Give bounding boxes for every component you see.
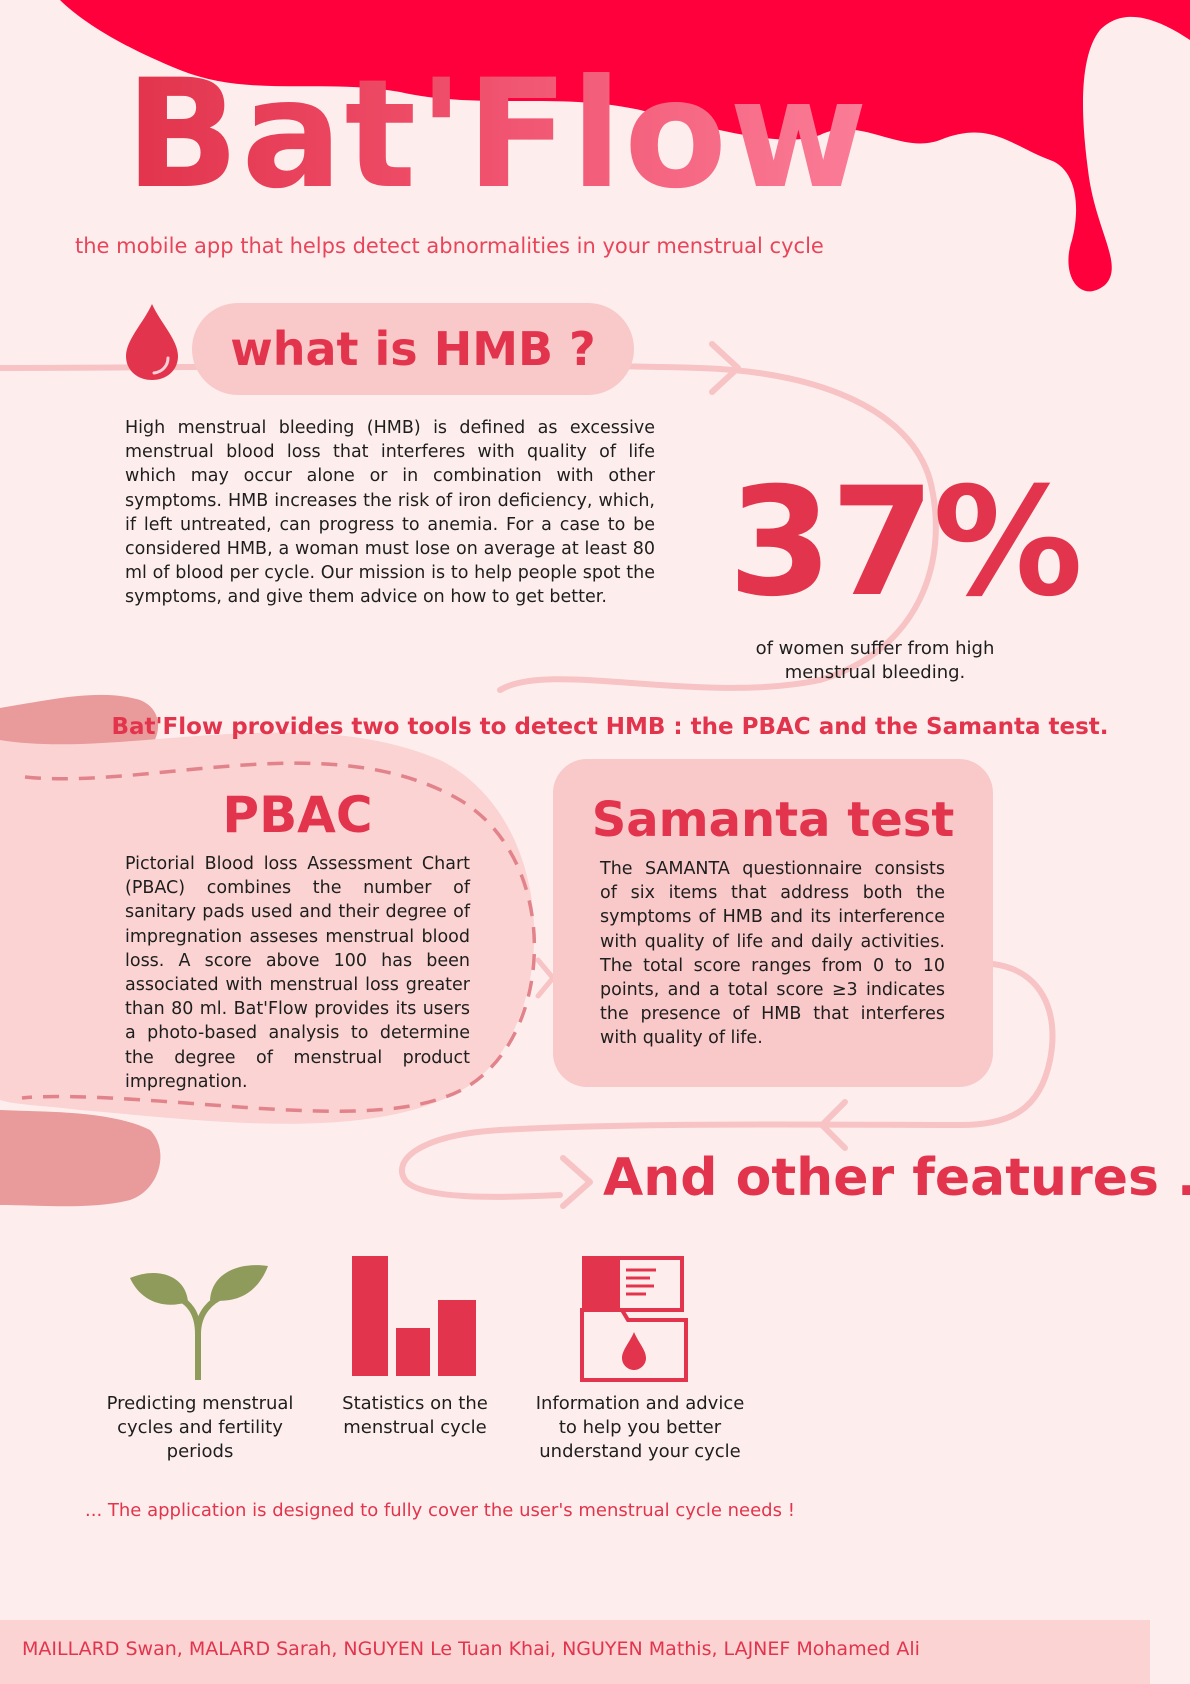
pbac-dashed-outline — [21, 761, 537, 1113]
blood-drop-icon — [126, 304, 178, 380]
flow-arrow-pbac — [535, 957, 556, 999]
feature-label-prediction: Predicting menstrual cycles and fertilit… — [106, 1393, 294, 1462]
bar-chart-icon — [352, 1256, 476, 1376]
document-drop-icon — [580, 1256, 688, 1382]
app-subtitle: the mobile app that helps detect abnorma… — [75, 234, 824, 258]
app-title: Bat'Flow — [125, 48, 870, 222]
samanta-description: The SAMANTA questionnaire consists of si… — [600, 859, 945, 1049]
features-title: And other features ... — [603, 1148, 1190, 1208]
feature-label-information: Information and advice to help you bette… — [535, 1393, 745, 1462]
pbac-description: Pictorial Blood loss Assessment Chart (P… — [125, 854, 470, 1092]
flow-line-middle — [398, 961, 1056, 1200]
samanta-card — [553, 759, 993, 1087]
sprout-icon — [130, 1265, 268, 1380]
feature-label-statistics: Statistics on the menstrual cycle — [342, 1393, 488, 1438]
footer-band — [0, 1620, 1150, 1684]
hmb-title-pill — [192, 303, 634, 395]
flow-arrow-middle — [819, 1099, 848, 1151]
hmb-description: High menstrual bleeding (HMB) is defined… — [125, 418, 655, 608]
blood-drip-shape — [60, 0, 1190, 292]
closing-statement: ... The application is designed to fully… — [85, 1500, 795, 1521]
left-blob-bottom — [0, 1110, 161, 1207]
flow-arrow-top — [709, 341, 741, 395]
pbac-title: PBAC — [222, 786, 373, 844]
footer-authors: MAILLARD Swan, MALARD Sarah, NGUYEN Le T… — [22, 1638, 920, 1660]
stat-caption: of women suffer from high menstrual blee… — [755, 638, 995, 683]
flow-arrow-bottom — [560, 1155, 593, 1209]
stat-value: 37% — [728, 456, 1083, 630]
samanta-title: Samanta test — [591, 792, 955, 848]
hmb-section-title: what is HMB ? — [230, 322, 596, 376]
tools-intro: Bat'Flow provides two tools to detect HM… — [111, 714, 1109, 740]
pbac-blob — [0, 732, 535, 1124]
